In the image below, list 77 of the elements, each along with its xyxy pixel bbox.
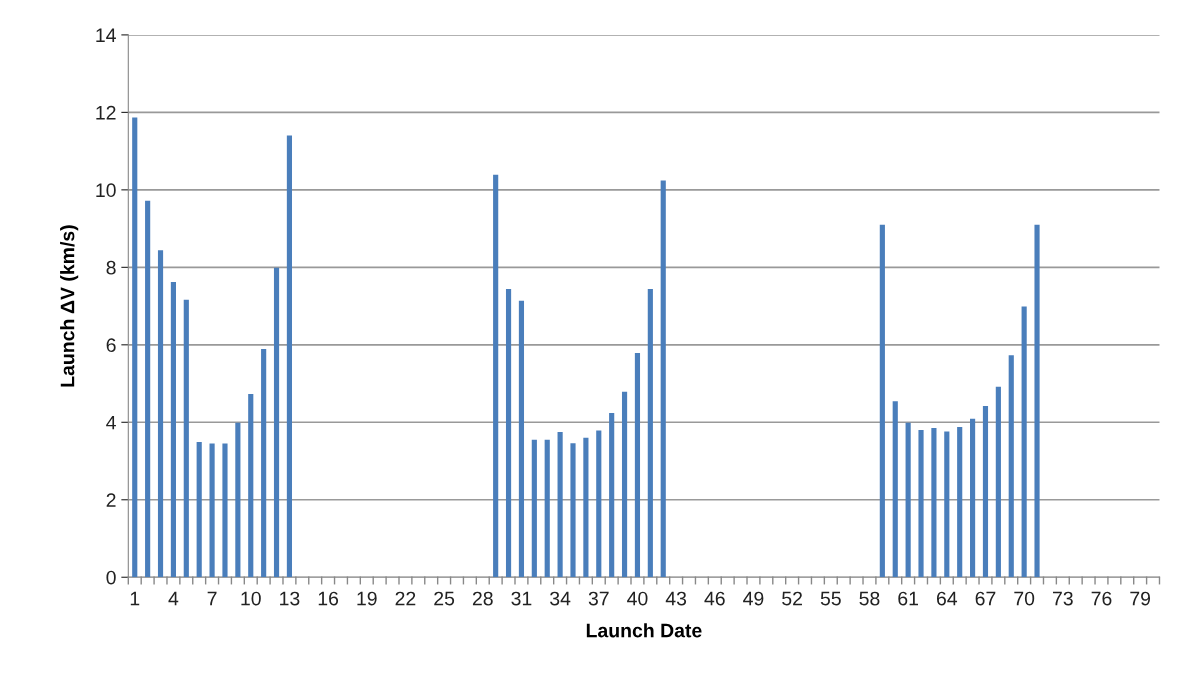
x-tick-label: 70 bbox=[1014, 591, 1035, 606]
bar bbox=[918, 430, 924, 578]
x-tick-label: 46 bbox=[704, 591, 725, 606]
bar bbox=[170, 282, 176, 578]
x-tick-label: 31 bbox=[511, 591, 532, 606]
bar bbox=[145, 200, 151, 578]
bar bbox=[957, 426, 963, 578]
bar bbox=[518, 300, 525, 578]
bar bbox=[621, 391, 628, 578]
bar bbox=[1008, 355, 1014, 578]
bar bbox=[660, 180, 666, 578]
bar bbox=[570, 443, 576, 578]
bar bbox=[905, 422, 911, 578]
bar bbox=[235, 422, 241, 578]
bar bbox=[531, 439, 537, 578]
bar bbox=[583, 437, 589, 578]
x-tick-label: 52 bbox=[782, 591, 802, 606]
bar bbox=[557, 431, 563, 578]
x-tick-label: 79 bbox=[1130, 591, 1151, 606]
y-tick-label: 8 bbox=[106, 260, 116, 275]
bar bbox=[1021, 306, 1027, 578]
y-tick-label: 10 bbox=[96, 183, 116, 198]
bar bbox=[995, 386, 1001, 578]
y-tick-label: 14 bbox=[96, 28, 116, 42]
bar bbox=[183, 299, 189, 578]
bar bbox=[209, 443, 215, 578]
x-tick-label: 19 bbox=[357, 591, 377, 606]
x-tick-label: 73 bbox=[1053, 591, 1073, 606]
y-axis-title: Launch ΔV (km/s) bbox=[60, 225, 79, 387]
x-tick-label: 16 bbox=[318, 591, 339, 606]
y-tick-label: 0 bbox=[106, 570, 116, 585]
bar bbox=[1034, 224, 1040, 578]
y-tick-label: 12 bbox=[96, 105, 116, 120]
bar bbox=[944, 431, 950, 578]
x-tick-label: 55 bbox=[820, 591, 841, 606]
x-tick-label: 37 bbox=[588, 591, 609, 606]
bar bbox=[222, 443, 228, 578]
x-tick-label: 34 bbox=[550, 591, 571, 606]
x-tick-label: 25 bbox=[434, 591, 455, 606]
x-tick-label: 64 bbox=[936, 591, 958, 606]
bar bbox=[493, 174, 499, 578]
x-tick-label: 22 bbox=[395, 591, 416, 606]
x-tick-label: 1 bbox=[130, 591, 140, 606]
bar bbox=[982, 406, 989, 578]
y-tick-label: 6 bbox=[106, 338, 116, 353]
bar bbox=[196, 442, 202, 578]
x-tick-label: 4 bbox=[168, 591, 179, 606]
x-tick-label: 40 bbox=[627, 591, 648, 606]
bar bbox=[647, 289, 653, 578]
x-tick-label: 7 bbox=[207, 591, 217, 606]
x-tick-label: 61 bbox=[898, 591, 918, 606]
bar bbox=[892, 401, 898, 578]
bar bbox=[261, 349, 267, 578]
bar bbox=[248, 394, 254, 578]
bar bbox=[505, 289, 512, 578]
bar bbox=[931, 428, 937, 578]
bar bbox=[970, 418, 976, 578]
x-tick-label: 10 bbox=[241, 591, 261, 606]
bar bbox=[544, 439, 550, 578]
bar bbox=[596, 430, 602, 578]
bar bbox=[609, 412, 615, 578]
y-tick-label: 2 bbox=[106, 493, 116, 507]
bar bbox=[879, 224, 885, 578]
x-tick-label: 49 bbox=[743, 591, 764, 606]
bar bbox=[132, 117, 138, 578]
x-tick-label: 28 bbox=[472, 591, 493, 606]
x-axis-title: Launch Date bbox=[586, 623, 702, 638]
bar bbox=[634, 352, 641, 578]
bar bbox=[273, 267, 280, 578]
x-tick-label: 58 bbox=[859, 591, 880, 606]
x-tick-label: 67 bbox=[975, 591, 996, 606]
x-tick-label: 13 bbox=[280, 591, 300, 606]
x-tick-label: 76 bbox=[1091, 591, 1112, 606]
x-tick-label: 43 bbox=[665, 591, 687, 606]
y-tick-label: 4 bbox=[106, 415, 116, 430]
bar bbox=[157, 250, 164, 578]
bar bbox=[286, 135, 292, 578]
